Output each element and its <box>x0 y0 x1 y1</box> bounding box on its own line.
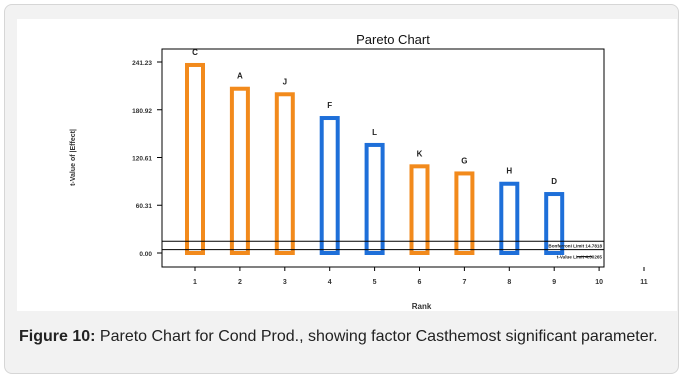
bar-label: G <box>461 156 467 165</box>
pareto-chart: Pareto Chart 0.00 60.31 120.61 180.92 241.23 t… <box>70 32 648 311</box>
bar-label: J <box>283 77 287 86</box>
y-tick-label: 0.00 <box>139 251 152 258</box>
x-axis-label: Rank <box>412 302 432 311</box>
x-tick-label: 4 <box>328 279 332 286</box>
x-tick-label: 3 <box>283 279 287 286</box>
bar-label: D <box>551 177 557 186</box>
bar-label: A <box>237 72 243 81</box>
y-tick-label: 241.23 <box>132 60 152 67</box>
y-tick-label: 180.92 <box>132 108 152 115</box>
y-axis-label: t-Value of |Effect| <box>70 129 77 186</box>
bar <box>409 164 430 256</box>
bar-label: L <box>372 128 377 137</box>
x-tick-label: 5 <box>373 279 377 286</box>
bar <box>544 192 565 256</box>
x-tick-label: 9 <box>552 279 556 286</box>
y-tick-label: 120.61 <box>132 156 152 163</box>
chart-area: Pareto Chart 0.00 60.31 120.61 180.92 241.23 t… <box>17 19 677 311</box>
figure-frame: Pareto Chart 0.00 60.31 120.61 180.92 241.23 t… <box>4 4 679 374</box>
bar-label: K <box>417 149 423 158</box>
bar <box>499 181 520 255</box>
y-tick-label: 60.31 <box>136 203 153 210</box>
bar-label: C <box>192 48 198 57</box>
bar <box>185 62 205 256</box>
bar-label: F <box>327 101 332 110</box>
x-tick-label: 2 <box>238 279 242 286</box>
x-tick-label: 8 <box>507 279 511 286</box>
figure-caption: Figure 10: Pareto Chart for Cond Prod., … <box>19 325 669 348</box>
x-tick-label: 1 <box>193 279 197 286</box>
x-tick-label: 7 <box>462 279 466 286</box>
x-tick-label: 10 <box>595 279 603 286</box>
caption-label: Figure 10: <box>19 328 96 345</box>
bar-label: H <box>506 167 512 176</box>
bar <box>319 116 340 255</box>
bar <box>274 92 295 255</box>
x-tick-label: 11 <box>640 279 648 286</box>
bar <box>364 142 385 255</box>
x-tick-label: 6 <box>418 279 422 286</box>
caption-text: Pareto Chart for Cond Prod., showing fac… <box>95 328 658 345</box>
t-value-limit-label: t-Value Limit 4.30265 <box>557 255 603 260</box>
bar <box>454 171 475 255</box>
chart-title: Pareto Chart <box>356 32 430 47</box>
bar <box>229 86 250 256</box>
bonferroni-limit-label: Bonferroni Limit 14.7818 <box>548 243 602 248</box>
